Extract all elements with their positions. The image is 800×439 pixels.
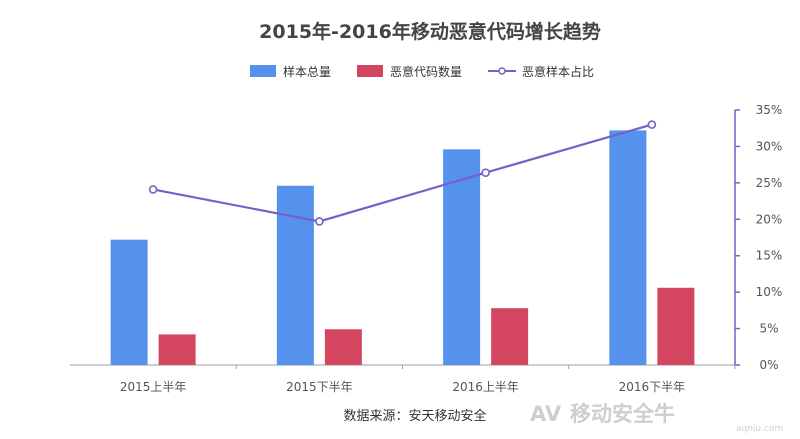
watermark-url: aqniu.com bbox=[736, 424, 783, 434]
x-tick-label: 2016下半年 bbox=[619, 380, 686, 394]
bar-malicious-count bbox=[491, 308, 529, 365]
bar-malicious-count bbox=[657, 287, 695, 365]
line-ratio bbox=[152, 123, 653, 223]
point-ratio bbox=[148, 185, 158, 194]
y-right-tick-label: 30% bbox=[756, 139, 783, 153]
bar-sample-total bbox=[276, 185, 314, 365]
y-right-tick-label: 15% bbox=[756, 249, 783, 263]
watermark-text: 移动安全牛 bbox=[570, 402, 675, 426]
point-ratio bbox=[647, 120, 657, 129]
y-right-tick-label: 25% bbox=[756, 176, 783, 190]
plot-area: 0% 5% 10% 15% 20% 25% 30% 35% 2015上半年 2015下半年 2016… bbox=[70, 103, 782, 394]
y-right-tick-label: 10% bbox=[756, 285, 783, 299]
legend-swatch-total bbox=[250, 65, 276, 77]
bar-sample-total bbox=[110, 239, 148, 365]
legend-marker-ratio bbox=[498, 67, 506, 75]
x-tick-label: 2015下半年 bbox=[286, 380, 353, 394]
watermark-logo: AV bbox=[530, 402, 562, 426]
source-note: 数据来源：安天移动安全 bbox=[343, 408, 486, 424]
legend-label-malicious: 恶意代码数量 bbox=[390, 64, 462, 79]
y-right-tick-label: 5% bbox=[759, 322, 778, 336]
legend: 样本总量 恶意代码数量 恶意样本占比 bbox=[250, 64, 594, 79]
bar-malicious-count bbox=[158, 334, 196, 365]
legend-label-ratio: 恶意样本占比 bbox=[522, 64, 594, 79]
x-tick-label: 2016上半年 bbox=[452, 380, 519, 394]
bar-sample-total bbox=[609, 130, 647, 365]
legend-swatch-malicious bbox=[357, 65, 383, 77]
x-tick-label: 2015上半年 bbox=[120, 380, 187, 394]
bar-sample-total bbox=[443, 149, 481, 365]
bar-malicious-count bbox=[324, 329, 362, 365]
y-right-tick-label: 0% bbox=[759, 358, 778, 372]
watermark: AV 移动安全牛 aqniu.com bbox=[530, 402, 783, 434]
legend-label-total: 样本总量 bbox=[283, 64, 331, 79]
chart-title: 2015年-2016年移动恶意代码增长趋势 bbox=[259, 20, 601, 43]
y-right-tick-label: 35% bbox=[756, 103, 783, 117]
y-right-tick-label: 20% bbox=[756, 212, 783, 226]
point-ratio bbox=[481, 168, 490, 177]
point-ratio bbox=[315, 217, 324, 226]
